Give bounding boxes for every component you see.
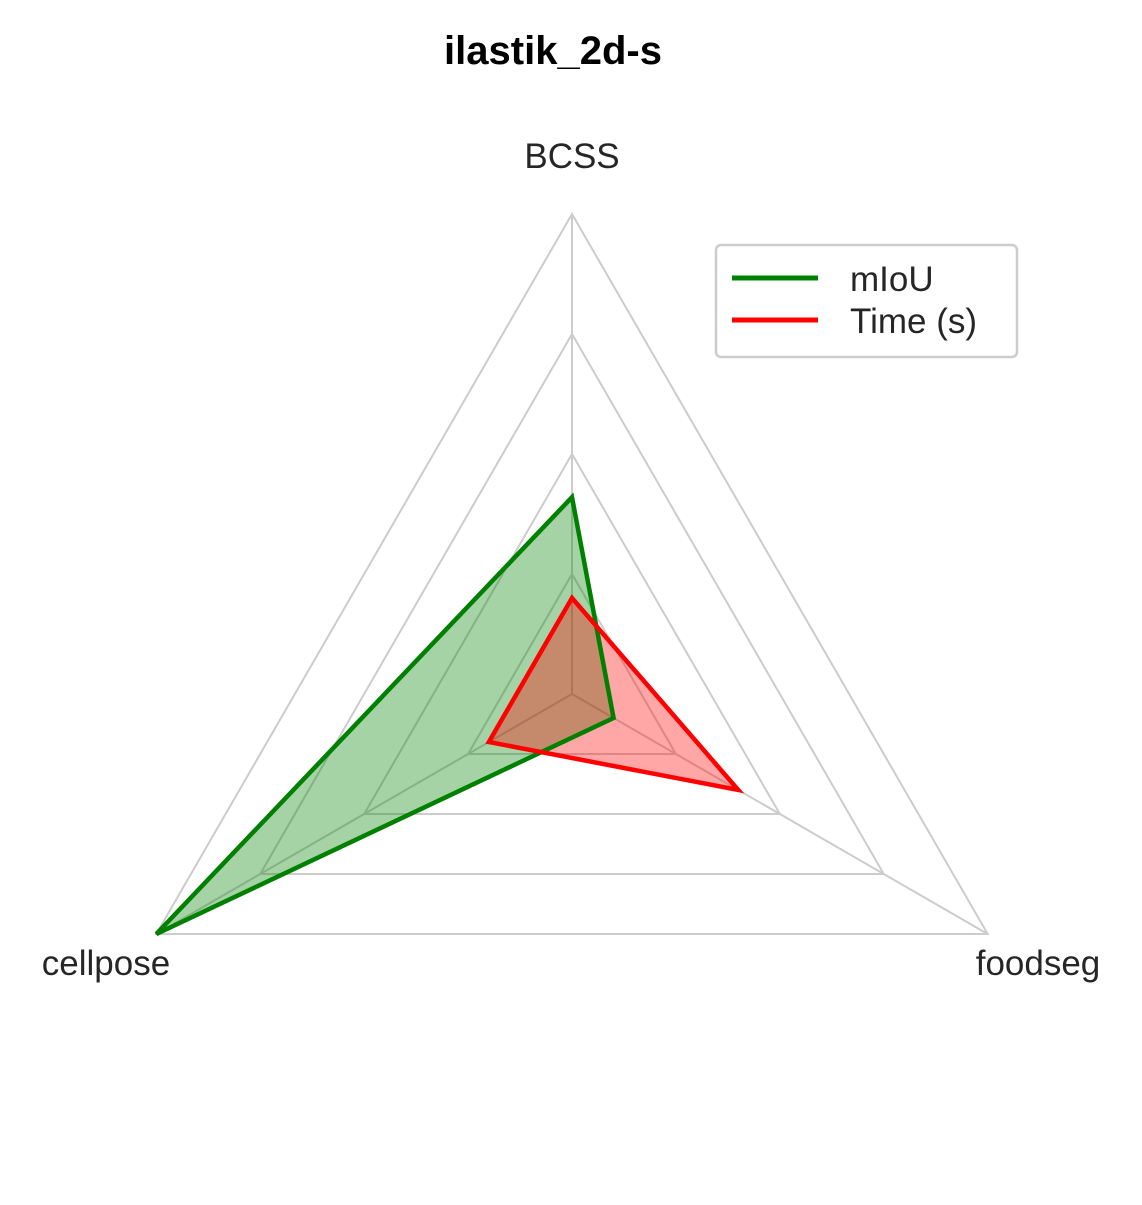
grid-ring-1 bbox=[466, 571, 678, 755]
series-fill-time-s bbox=[488, 598, 739, 790]
axis-labels: BCSS cellpose foodseg bbox=[42, 137, 1100, 983]
legend-frame bbox=[714, 243, 1019, 359]
grid-ring-3 bbox=[258, 332, 886, 875]
axis-label-cellpose: cellpose bbox=[42, 944, 170, 983]
spoke-foodseg bbox=[571, 693, 989, 935]
series-line-time-s bbox=[485, 594, 745, 794]
series-fill-miou bbox=[156, 497, 614, 934]
legend: mIoU Time (s) bbox=[714, 243, 1019, 359]
axis-label-bcss: BCSS bbox=[524, 137, 619, 176]
grid-ring-4 bbox=[154, 212, 990, 935]
series-line-miou bbox=[154, 492, 617, 937]
chart-title: ilastik_2d-s bbox=[444, 29, 662, 73]
legend-label-miou: mIoU bbox=[850, 260, 934, 299]
axis-label-foodseg: foodseg bbox=[976, 944, 1101, 983]
spoke-cellpose bbox=[155, 693, 573, 935]
grid-ring-2 bbox=[362, 451, 782, 815]
radar-series bbox=[154, 492, 745, 937]
legend-label-time: Time (s) bbox=[850, 302, 977, 341]
radar-grid bbox=[154, 212, 990, 935]
